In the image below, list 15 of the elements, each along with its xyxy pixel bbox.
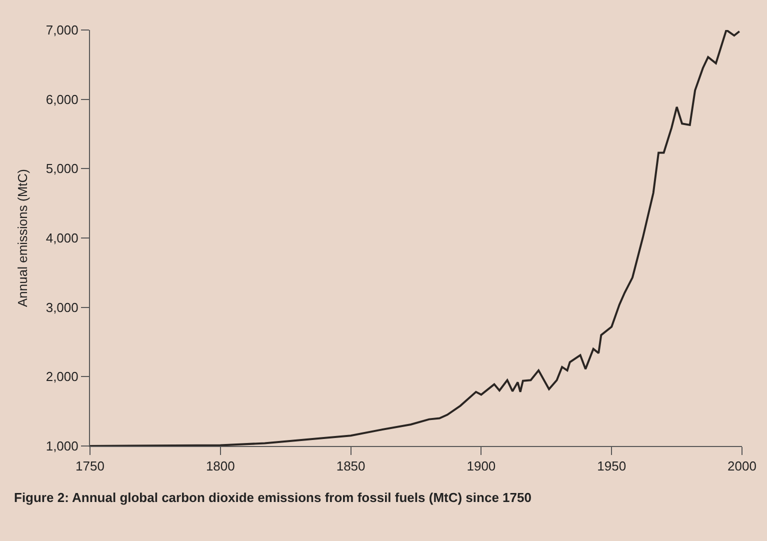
x-tick-label: 2000: [728, 458, 756, 474]
x-tick-label: 1900: [466, 458, 496, 474]
x-tick-label: 1800: [206, 458, 235, 474]
y-tick-label: 7,000: [46, 22, 78, 38]
y-tick-label: 4,000: [46, 230, 78, 246]
y-tick-label: 5,000: [46, 161, 78, 176]
y-tick-label: 1,000: [46, 438, 78, 454]
x-tick-label: 1950: [597, 458, 626, 474]
y-tick-label: 3,000: [46, 300, 78, 315]
caption: Figure 2: Annual global carbon dioxide emissions from fossil fuels (MtC) since 1750: [14, 490, 532, 505]
x-tick-label: 1850: [336, 458, 366, 474]
y-tick-label: 6,000: [46, 92, 78, 107]
x-tick-label: 1750: [76, 458, 104, 474]
y-tick-label: 2,000: [46, 369, 78, 384]
y-axis-title: Annual emissions (MtC): [14, 169, 30, 307]
